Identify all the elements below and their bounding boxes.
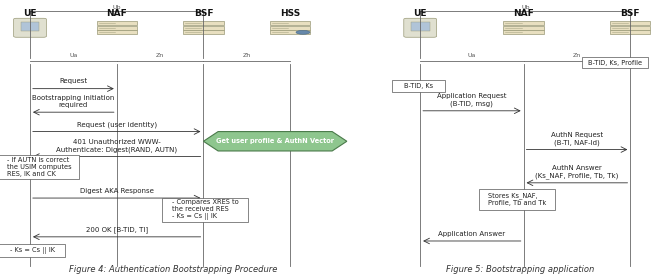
- FancyBboxPatch shape: [270, 30, 310, 34]
- FancyBboxPatch shape: [162, 198, 248, 222]
- FancyBboxPatch shape: [21, 22, 39, 31]
- Ellipse shape: [296, 30, 310, 34]
- FancyBboxPatch shape: [0, 244, 65, 257]
- Text: NAF: NAF: [513, 9, 534, 18]
- FancyBboxPatch shape: [97, 26, 137, 30]
- FancyBboxPatch shape: [183, 26, 223, 30]
- Text: Digest AKA Response: Digest AKA Response: [80, 188, 153, 194]
- FancyBboxPatch shape: [183, 30, 223, 34]
- Polygon shape: [203, 132, 347, 151]
- Text: Application Request
(B-TID, msg): Application Request (B-TID, msg): [437, 93, 507, 107]
- FancyBboxPatch shape: [270, 26, 310, 30]
- FancyBboxPatch shape: [404, 18, 437, 37]
- Text: Ub: Ub: [521, 5, 530, 10]
- Text: Zn: Zn: [156, 53, 164, 58]
- Text: Ub: Ub: [113, 5, 121, 10]
- Text: 401 Unauthorized WWW-
Authenticate: Digest(RAND, AUTN): 401 Unauthorized WWW- Authenticate: Dige…: [56, 139, 177, 153]
- FancyBboxPatch shape: [610, 26, 650, 30]
- Text: Bootstrapping initiation
required: Bootstrapping initiation required: [32, 95, 115, 108]
- Text: - Compares XRES to
the received RES
- Ks = Cs || IK: - Compares XRES to the received RES - Ks…: [171, 199, 239, 220]
- Text: Request: Request: [59, 78, 87, 84]
- Text: Figure 4: Authentication Bootstrapping Procedure: Figure 4: Authentication Bootstrapping P…: [69, 265, 277, 274]
- Text: Ua: Ua: [69, 53, 77, 58]
- FancyBboxPatch shape: [0, 155, 79, 179]
- Text: Zh: Zh: [243, 53, 251, 58]
- FancyBboxPatch shape: [504, 21, 544, 25]
- Text: B-TID, Ks, Profile: B-TID, Ks, Profile: [588, 60, 642, 66]
- Text: AuthN Answer
(Ks_NAF, Profile, Tb, Tk): AuthN Answer (Ks_NAF, Profile, Tb, Tk): [535, 165, 619, 179]
- FancyBboxPatch shape: [411, 22, 430, 31]
- FancyBboxPatch shape: [479, 189, 555, 210]
- Text: - Ks = Cs || IK: - Ks = Cs || IK: [10, 247, 55, 254]
- Text: Stores Ks_NAF,
Profile, Tb and Tk: Stores Ks_NAF, Profile, Tb and Tk: [488, 193, 546, 206]
- Text: 200 OK [B-TID, TI]: 200 OK [B-TID, TI]: [85, 226, 148, 233]
- Text: NAF: NAF: [106, 9, 127, 18]
- Text: BSF: BSF: [193, 9, 213, 18]
- Text: Request (user identity): Request (user identity): [77, 121, 157, 128]
- FancyBboxPatch shape: [504, 30, 544, 34]
- FancyBboxPatch shape: [610, 30, 650, 34]
- FancyBboxPatch shape: [183, 21, 223, 25]
- Text: UE: UE: [414, 9, 427, 18]
- Text: Application Answer: Application Answer: [438, 231, 506, 237]
- Text: UE: UE: [23, 9, 37, 18]
- Text: Zn: Zn: [573, 53, 581, 58]
- FancyBboxPatch shape: [97, 21, 137, 25]
- Text: Ua: Ua: [468, 53, 476, 58]
- FancyBboxPatch shape: [97, 30, 137, 34]
- Text: Figure 5: Bootstrapping application: Figure 5: Bootstrapping application: [446, 265, 594, 274]
- FancyBboxPatch shape: [270, 21, 310, 25]
- Text: - If AUTN is correct
the USIM computes
RES, IK and CK: - If AUTN is correct the USIM computes R…: [7, 157, 71, 177]
- Text: B-TID, Ks: B-TID, Ks: [404, 83, 433, 89]
- Text: Get user profile & AuthN Vector: Get user profile & AuthN Vector: [216, 138, 334, 144]
- FancyBboxPatch shape: [392, 80, 445, 92]
- Text: HSS: HSS: [280, 9, 300, 18]
- FancyBboxPatch shape: [610, 21, 650, 25]
- FancyBboxPatch shape: [582, 57, 648, 68]
- Text: BSF: BSF: [620, 9, 640, 18]
- Text: AuthN Request
(B-TI, NAF-Id): AuthN Request (B-TI, NAF-Id): [551, 132, 603, 146]
- FancyBboxPatch shape: [504, 26, 544, 30]
- FancyBboxPatch shape: [13, 18, 47, 37]
